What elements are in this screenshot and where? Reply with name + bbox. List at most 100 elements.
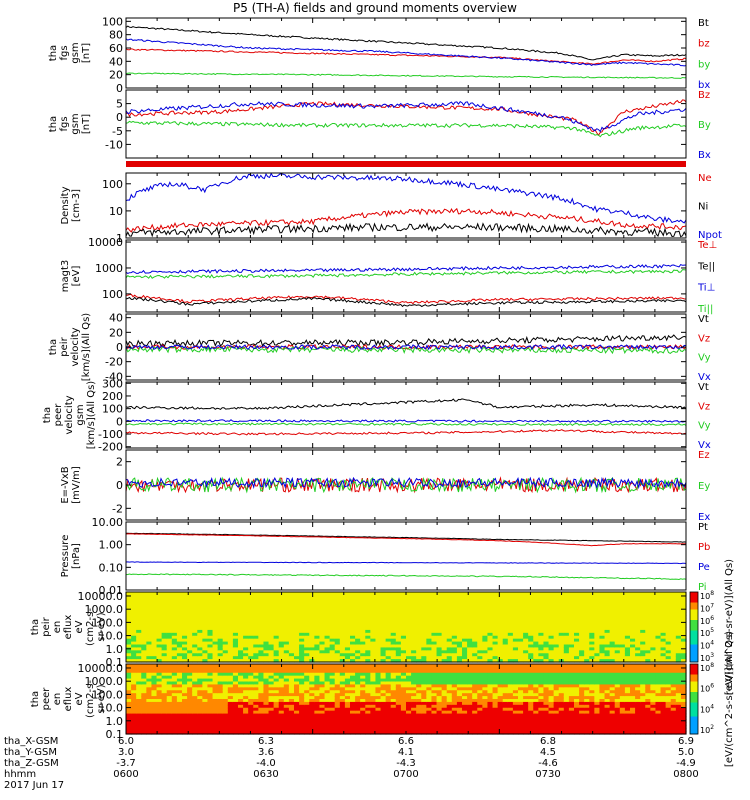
spectrogram-cell (472, 684, 478, 688)
spectrogram-cell (243, 612, 249, 616)
spectrogram-cell (640, 606, 646, 611)
spectrogram-cell (360, 731, 366, 735)
spectrogram-cell (482, 687, 489, 691)
spectrogram-cell (141, 638, 147, 643)
spectrogram-cell (411, 641, 417, 646)
spectrogram-cell (528, 592, 534, 596)
spectrogram-cell (665, 609, 672, 614)
spectrogram-cell (446, 701, 453, 706)
spectrogram-cell (141, 731, 147, 735)
spectrogram-cell (365, 635, 371, 640)
spectrogram-cell (563, 609, 570, 614)
spectrogram-cell (518, 600, 524, 605)
spectrogram-cell (477, 632, 483, 637)
spectrogram-cell (380, 696, 387, 700)
spectrogram-cell (253, 603, 259, 608)
spectrogram-cell (166, 629, 173, 634)
spectrogram-cell (502, 627, 509, 631)
spectrogram-cell (375, 704, 382, 709)
spectrogram-cell (197, 690, 203, 694)
y-axis-label: [km/s](All Qs) (86, 381, 97, 449)
spectrogram-cell (436, 664, 443, 668)
spectrogram-cell (344, 678, 351, 683)
spectrogram-cell (436, 719, 443, 723)
spectrogram-cell (263, 603, 270, 608)
spectrogram-cell (660, 592, 667, 596)
spectrogram-cell (156, 696, 163, 700)
spectrogram-cell (675, 594, 682, 599)
spectrogram-cell (563, 635, 570, 640)
spectrogram-cell (543, 612, 550, 616)
spectrogram-cell (406, 592, 412, 596)
spectrogram-cell (467, 615, 473, 619)
spectrogram-cell (197, 678, 203, 683)
spectrogram-cell (385, 713, 392, 718)
spectrogram-cell (197, 710, 203, 715)
spectrogram-cell (375, 603, 382, 608)
spectrogram-cell (395, 650, 402, 654)
spectrogram-cell (380, 632, 387, 637)
spectrogram-cell (497, 632, 504, 637)
spectrogram-cell (355, 609, 361, 614)
spectrogram-cell (207, 597, 214, 602)
spectrogram-cell (156, 707, 163, 712)
spectrogram-cell (334, 725, 341, 729)
spectrogram-cell (212, 701, 219, 706)
colorbar-tick-label: 105 (700, 627, 714, 638)
spectrogram-cell (640, 635, 646, 640)
spectrogram-cell (431, 719, 438, 723)
spectrogram-cell (446, 650, 453, 654)
spectrogram-cell (630, 627, 636, 631)
spectrogram-cell (334, 699, 341, 703)
spectrogram-cell (375, 719, 382, 723)
spectrogram-cell (151, 684, 158, 688)
spectrogram-cell (650, 644, 657, 649)
spectrogram-cell (161, 653, 168, 657)
spectrogram-cell (192, 719, 198, 723)
spectrogram-cell (502, 594, 509, 599)
spectrogram-cell (635, 615, 641, 619)
spectrogram-cell (278, 666, 285, 671)
spectrogram-cell (594, 618, 601, 622)
spectrogram-cell (192, 669, 198, 674)
spectrogram-cell (390, 722, 397, 726)
spectrogram-cell (406, 603, 412, 608)
spectrogram-cell (370, 669, 377, 674)
spectrogram-cell (390, 653, 397, 657)
spectrogram-cell (584, 594, 590, 599)
spectrogram-cell (248, 728, 254, 732)
spectrogram-cell (446, 659, 453, 663)
spectrogram-cell (319, 600, 326, 605)
spectrogram-cell (171, 650, 178, 654)
spectrogram-cell (238, 713, 244, 718)
spectrogram-cell (411, 678, 417, 683)
spectrogram-cell (161, 684, 168, 688)
spectrogram-cell (182, 710, 188, 715)
spectrogram-cell (192, 731, 198, 735)
spectrogram-cell (451, 672, 458, 677)
spectrogram-cell (273, 653, 280, 657)
spectrogram-cell (288, 731, 295, 735)
spectrogram-cell (304, 678, 310, 683)
spectrogram-cell (411, 592, 417, 596)
spectrogram-cell (400, 656, 407, 660)
spectrogram-cell (487, 618, 494, 622)
spectrogram-cell (278, 641, 285, 646)
spectrogram-cell (380, 675, 387, 680)
spectrogram-cell (263, 612, 270, 616)
spectrogram-cell (222, 647, 229, 651)
spectrogram-cell (355, 653, 361, 657)
spectrogram-cell (329, 638, 336, 643)
spectrogram-cell (360, 600, 366, 605)
spectrogram-cell (187, 647, 193, 651)
y-tick-label: 60 (109, 42, 123, 55)
spectrogram-cell (156, 678, 163, 683)
spectrogram-cell (324, 656, 331, 660)
spectrogram-cell (243, 701, 249, 706)
spectrogram-cell (253, 675, 259, 680)
spectrogram-cell (553, 659, 560, 663)
spectrogram-cell (385, 597, 392, 602)
spectrogram-cell (594, 627, 601, 631)
spectrogram-cell (339, 650, 346, 654)
spectrogram-cell (477, 725, 483, 729)
